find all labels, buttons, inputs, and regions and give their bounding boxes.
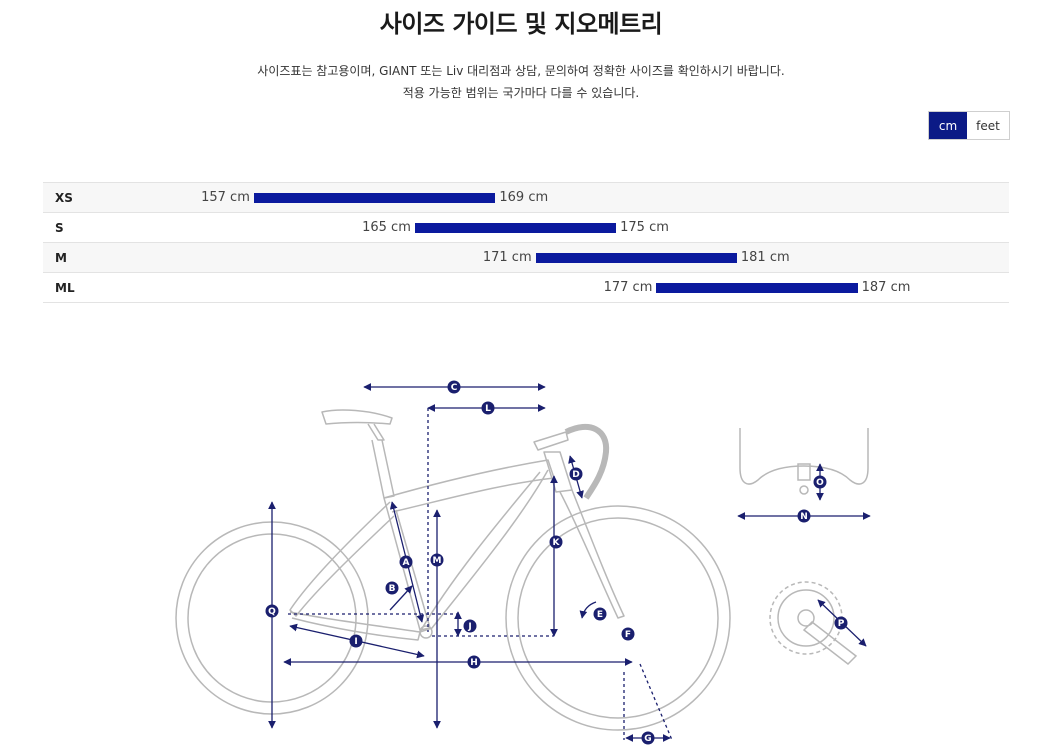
size-label: M [55,251,67,265]
size-label: S [55,221,64,235]
svg-text:M: M [433,556,442,566]
range-max-label: 187 cm [861,280,911,295]
range-max-label: 175 cm [620,220,669,235]
marker-p: P [834,616,848,630]
svg-text:G: G [644,734,651,744]
range-bar [253,193,496,203]
front-wheel [505,505,731,731]
range-min-label: 177 cm [603,280,653,295]
svg-text:O: O [816,478,824,488]
size-row-m: M 171 cm 181 cm [43,243,1009,273]
range-min-label: 157 cm [201,190,250,205]
svg-text:I: I [354,637,357,647]
unit-feet-button[interactable]: feet [967,112,1009,139]
range-min-label: 165 cm [362,220,411,235]
description-line-2: 적용 가능한 범위는 국가마다 다를 수 있습니다. [402,86,640,100]
svg-text:B: B [389,584,396,594]
svg-text:Q: Q [268,607,276,617]
bike-frame [289,409,625,641]
svg-text:L: L [485,404,491,414]
size-row-s: S 165 cm 175 cm [43,213,1009,243]
range-bar [656,283,858,293]
range-bar [414,223,617,233]
svg-text:K: K [553,538,561,548]
marker-h: H [467,655,481,669]
size-label: ML [55,281,75,295]
marker-c: C [447,380,461,394]
description-line-1: 사이즈표는 참고용이며, GIANT 또는 Liv 대리점과 상담, 문의하여 … [257,64,785,78]
marker-l: L [481,401,495,415]
marker-q: Q [265,604,279,618]
measurement-markers: A B C D E F G H I J K L M N O P Q [265,380,848,745]
marker-a: A [399,555,413,569]
bike-geometry-diagram: A B C D E F G H I J K L M N O P Q [175,380,871,745]
marker-g: G [641,731,655,745]
range-bar [535,253,737,263]
svg-text:J: J [467,622,471,632]
svg-text:F: F [625,630,631,640]
marker-i: I [349,634,363,648]
size-range-table: XS 157 cm 169 cm S 165 cm 175 cm M 171 cm 181 cm… [43,182,1009,303]
range-max-label: 181 cm [740,250,790,265]
measurement-lines [268,383,871,742]
marker-k: K [549,535,563,549]
marker-e: E [593,607,607,621]
range-min-label: 171 cm [482,250,532,265]
range-max-label: 169 cm [499,190,549,205]
svg-text:N: N [800,512,808,522]
unit-cm-button[interactable]: cm [929,112,967,139]
unit-toggle: cm feet [928,111,1010,140]
marker-j: J [463,619,477,633]
page-title: 사이즈 가이드 및 지오메트리 [379,10,663,38]
marker-m: M [430,553,444,567]
size-guide-description: 사이즈표는 참고용이며, GIANT 또는 Liv 대리점과 상담, 문의하여 … [0,60,1042,104]
svg-text:A: A [403,558,410,568]
marker-d: D [569,467,583,481]
marker-o: O [813,475,827,489]
size-row-ml: ML 177 cm 187 cm [43,273,1009,303]
size-label: XS [55,191,73,205]
svg-text:H: H [470,658,478,668]
marker-b: B [385,581,399,595]
marker-f: F [621,627,635,641]
handlebar-front-view [739,428,869,495]
svg-text:C: C [451,383,458,393]
svg-text:P: P [838,619,845,629]
marker-n: N [797,509,811,523]
size-row-xs: XS 157 cm 169 cm [43,183,1009,213]
svg-text:E: E [597,610,603,620]
svg-text:D: D [572,470,579,480]
